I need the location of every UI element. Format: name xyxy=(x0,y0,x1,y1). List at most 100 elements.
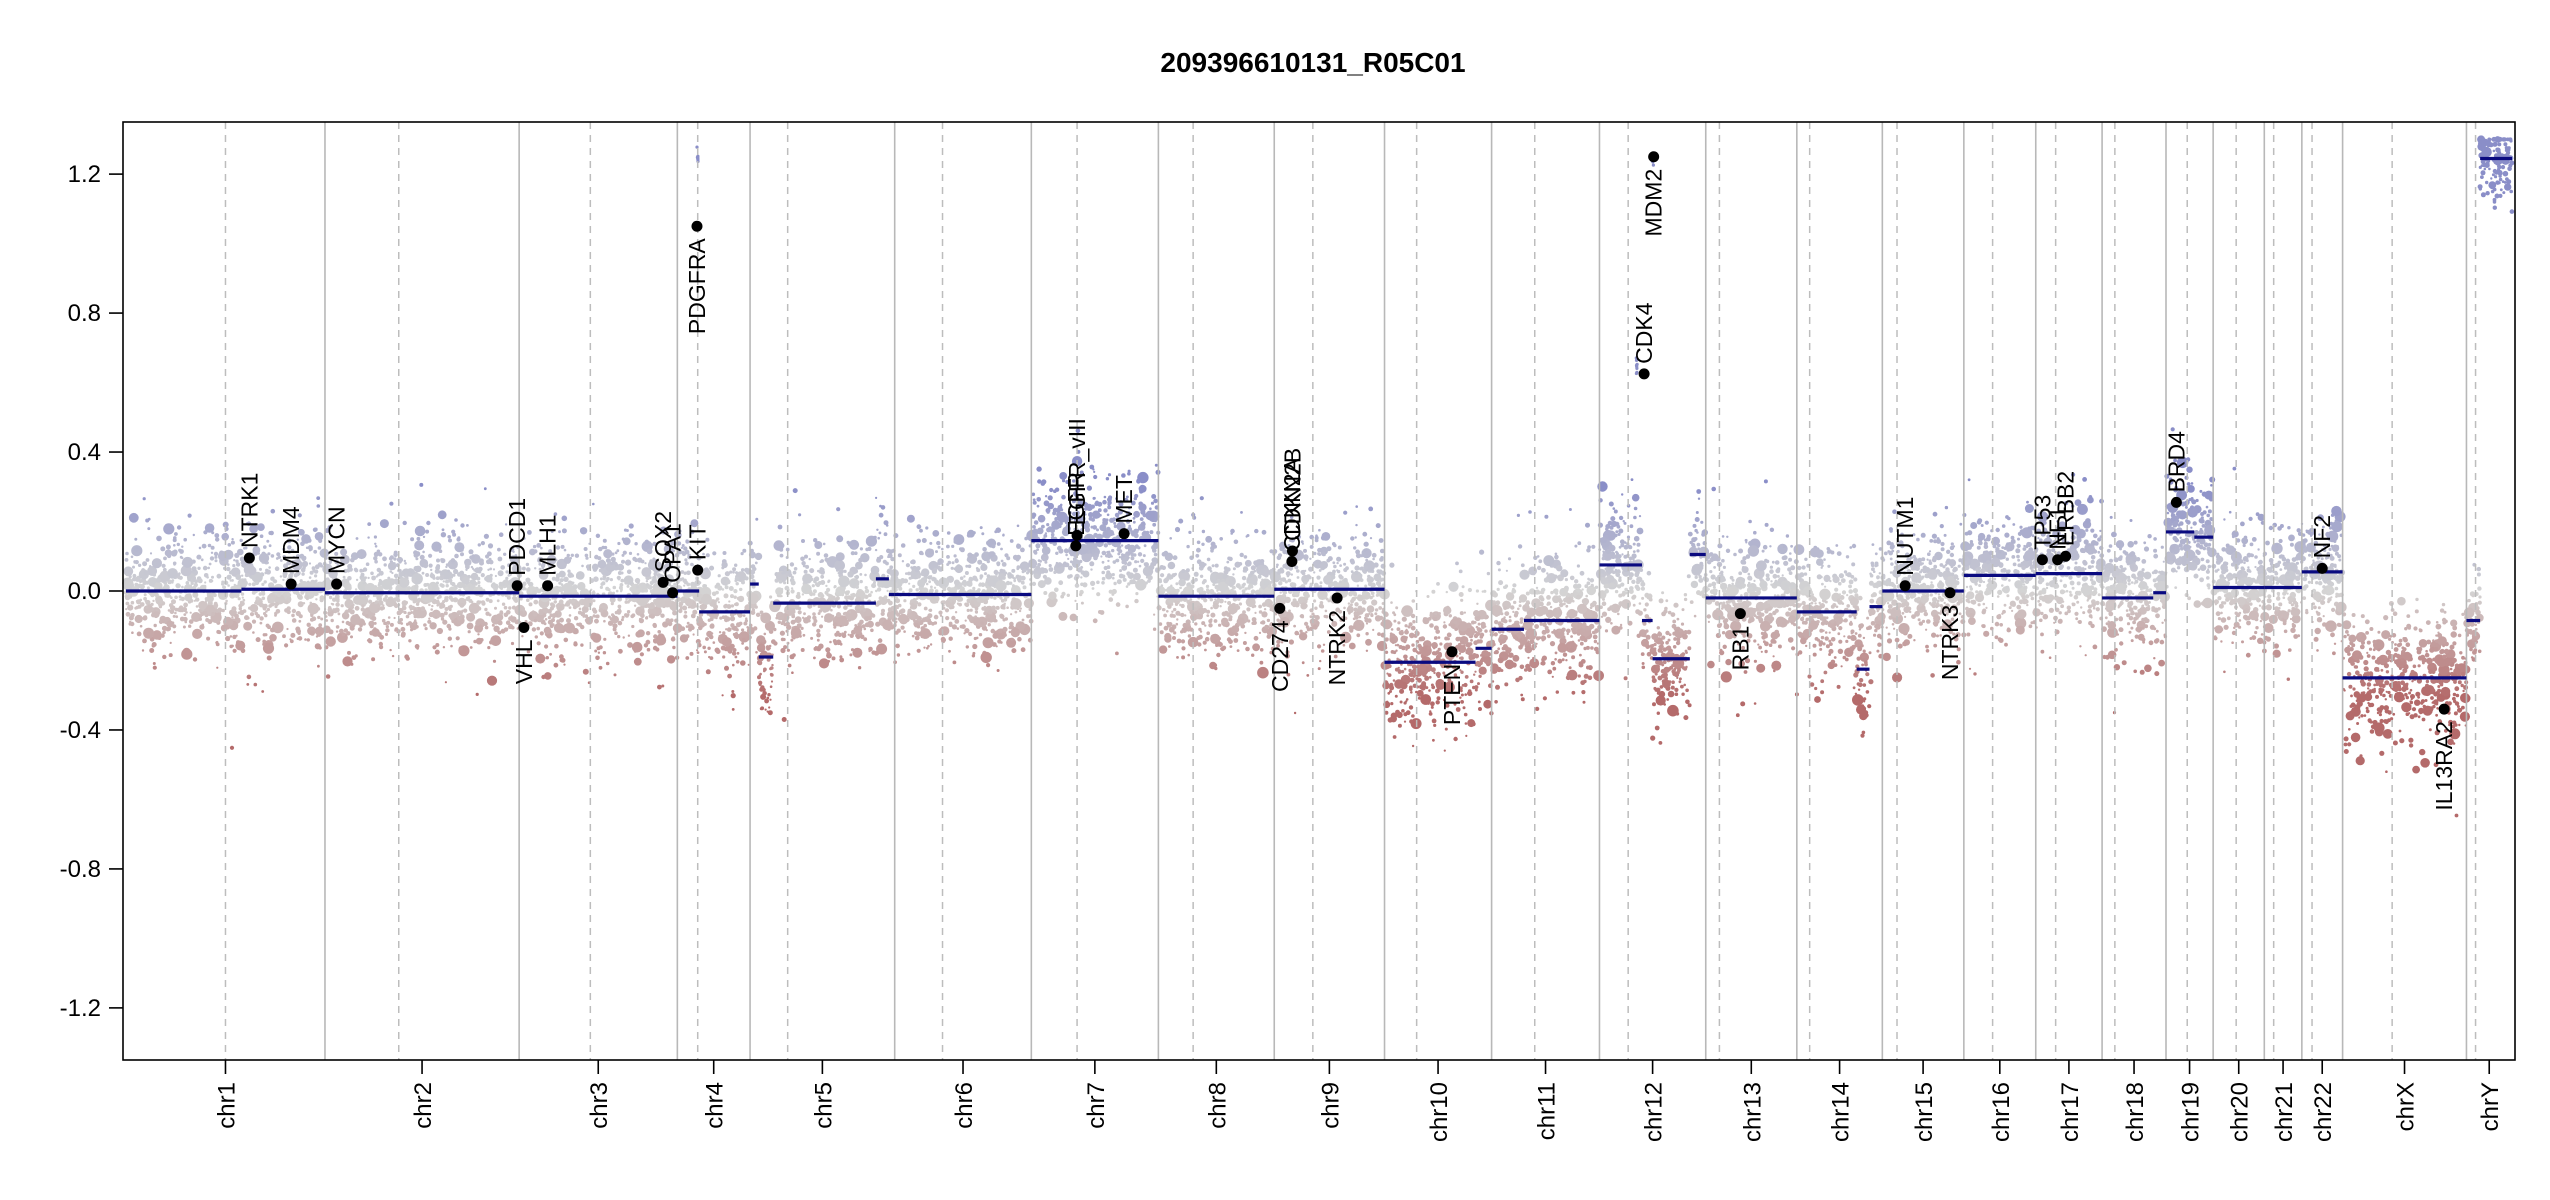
probe-point xyxy=(1215,644,1219,647)
probe-point xyxy=(1289,568,1293,571)
probe-point xyxy=(992,552,996,556)
probe-point xyxy=(171,581,174,584)
probe-point xyxy=(945,616,950,621)
probe-point xyxy=(1041,542,1045,546)
probe-point xyxy=(180,596,185,602)
probe-point xyxy=(662,621,669,628)
probe-point xyxy=(487,568,490,571)
probe-point xyxy=(1278,581,1283,586)
probe-point xyxy=(532,610,535,613)
probe-point xyxy=(682,605,688,611)
probe-point xyxy=(916,566,921,571)
probe-point xyxy=(1139,517,1144,521)
probe-point xyxy=(500,565,506,570)
probe-point xyxy=(959,624,964,629)
probe-point xyxy=(1002,626,1008,633)
probe-point xyxy=(687,606,691,609)
probe-point xyxy=(438,549,443,553)
probe-point xyxy=(320,617,324,621)
probe-point xyxy=(867,593,872,598)
probe-point xyxy=(910,566,913,569)
probe-point xyxy=(876,556,881,560)
probe-point xyxy=(555,558,558,562)
probe-point xyxy=(347,607,353,613)
probe-point xyxy=(1019,607,1023,610)
probe-point xyxy=(995,605,1000,610)
probe-point xyxy=(328,629,334,635)
probe-point xyxy=(546,629,549,632)
probe-point xyxy=(876,587,882,592)
probe-point xyxy=(964,571,969,575)
probe-point xyxy=(979,598,985,604)
probe-point xyxy=(1152,522,1157,527)
probe-point xyxy=(1013,579,1017,583)
probe-point xyxy=(923,606,928,611)
probe-point xyxy=(427,619,432,624)
probe-point xyxy=(1135,579,1147,591)
probe-point xyxy=(802,633,806,637)
probe-point xyxy=(160,546,166,552)
probe-point xyxy=(1343,567,1348,573)
probe-point xyxy=(663,600,671,608)
probe-point xyxy=(859,610,864,615)
probe-point xyxy=(821,594,825,598)
probe-point xyxy=(617,578,621,581)
probe-point xyxy=(1196,587,1202,593)
probe-point xyxy=(440,558,444,562)
probe-point xyxy=(803,617,810,624)
probe-point xyxy=(877,638,883,643)
probe-point xyxy=(1057,562,1063,568)
probe-point xyxy=(681,544,685,547)
probe-point xyxy=(704,567,709,573)
probe-point xyxy=(755,612,761,617)
probe-point xyxy=(1242,641,1247,645)
probe-point xyxy=(171,579,175,582)
probe-point xyxy=(825,647,831,653)
probe-point xyxy=(602,651,607,655)
probe-point xyxy=(435,565,440,571)
probe-point xyxy=(548,598,552,602)
probe-point xyxy=(544,618,548,621)
probe-point xyxy=(1096,541,1100,545)
probe-point xyxy=(705,553,710,558)
probe-point xyxy=(273,602,277,606)
probe-point xyxy=(1336,561,1339,565)
probe-point xyxy=(231,606,237,612)
probe-point xyxy=(611,615,619,624)
probe-point xyxy=(444,681,447,684)
probe-point xyxy=(227,543,232,547)
probe-point xyxy=(881,578,892,589)
probe-point xyxy=(1018,609,1022,613)
probe-point xyxy=(1125,604,1129,609)
probe-point xyxy=(1213,544,1217,549)
probe-point xyxy=(522,537,526,540)
probe-point xyxy=(430,568,433,572)
probe-point xyxy=(908,588,913,593)
probe-point xyxy=(293,618,296,621)
probe-point xyxy=(651,613,654,617)
probe-point xyxy=(423,583,428,587)
probe-point xyxy=(953,596,958,601)
probe-point xyxy=(1001,562,1007,567)
probe-point xyxy=(310,617,314,622)
probe-point xyxy=(810,575,813,578)
probe-point xyxy=(1133,533,1139,539)
probe-point xyxy=(1092,618,1098,624)
probe-point xyxy=(371,657,376,662)
probe-point xyxy=(508,623,514,630)
probe-point xyxy=(1145,510,1156,521)
probe-point xyxy=(793,567,798,571)
probe-point xyxy=(310,631,315,636)
probe-point xyxy=(365,562,370,566)
probe-point xyxy=(1134,598,1139,604)
probe-point xyxy=(286,560,291,566)
probe-point xyxy=(959,547,965,553)
probe-point xyxy=(792,488,798,494)
probe-point xyxy=(896,612,901,617)
probe-point xyxy=(402,520,407,526)
probe-point xyxy=(792,570,797,575)
probe-point xyxy=(464,587,470,592)
probe-point xyxy=(683,580,688,585)
probe-point xyxy=(1096,580,1100,585)
probe-point xyxy=(415,602,420,606)
